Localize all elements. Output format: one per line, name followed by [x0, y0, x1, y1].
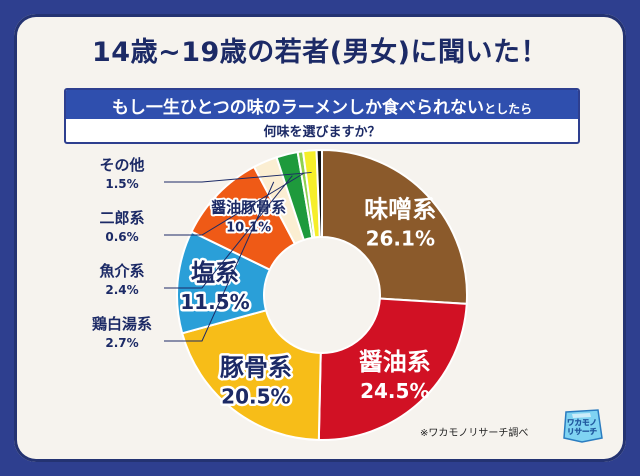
slice-2: [317, 297, 468, 441]
main-title: 14歳~19歳の若者(男女)に聞いた！: [92, 37, 548, 68]
outside-label-value-9: 1.5%: [105, 177, 138, 191]
slice-label-name-4: 塩系: [191, 259, 239, 287]
outside-label-value-7: 2.4%: [105, 283, 138, 297]
question-band: [66, 90, 578, 119]
question-line1-tail: としたら: [484, 102, 533, 116]
slice-label-name-5: 醤油豚骨系: [211, 198, 286, 216]
leader-line-6: [164, 181, 275, 342]
slice-label-value-2: 24.5%: [360, 379, 429, 403]
wakamono-research-logo: ワカモノ リサーチ: [563, 409, 603, 443]
leader-line-7: [164, 175, 293, 289]
slice-label-value-5: 10.1%: [226, 220, 271, 235]
question-line2: 何味を選びますか？: [263, 125, 381, 140]
slice-label-value-4: 11.5%: [180, 290, 249, 314]
logo-line2: リサーチ: [567, 427, 597, 436]
slice-label-name-1: 味噌系: [364, 195, 436, 223]
outside-label-value-8: 0.6%: [105, 230, 138, 244]
outside-label-name-7: 魚介系: [99, 262, 144, 280]
outside-label-name-9: その他: [99, 156, 144, 174]
question-box: もし一生ひとつの味のラーメンしか食べられないとしたら 何味を選びますか？: [64, 88, 580, 144]
source-credit: ※ワカモノリサーチ調べ: [420, 428, 529, 439]
question-line1: もし一生ひとつの味のラーメンしか食べられないとしたら: [66, 93, 578, 118]
slice-label-value-3: 20.5%: [221, 385, 290, 409]
leader-line-8: [164, 172, 304, 236]
question-line1-main: もし一生ひとつの味のラーメンしか食べられない: [111, 98, 485, 118]
slice-label-value-1: 26.1%: [366, 226, 435, 250]
slice-label-name-2: 醤油系: [359, 348, 431, 376]
slice-3: [180, 309, 322, 441]
slice-10: [315, 148, 323, 239]
logo-line1: ワカモノ: [567, 418, 597, 427]
slice-label-name-3: 豚骨系: [219, 354, 292, 382]
outside-label-name-8: 二郎系: [99, 209, 144, 227]
slice-1: [321, 148, 468, 305]
outside-label-name-6: 鶏白湯系: [92, 315, 152, 333]
outside-label-value-6: 2.7%: [105, 336, 138, 350]
leader-line-9: [164, 171, 312, 183]
